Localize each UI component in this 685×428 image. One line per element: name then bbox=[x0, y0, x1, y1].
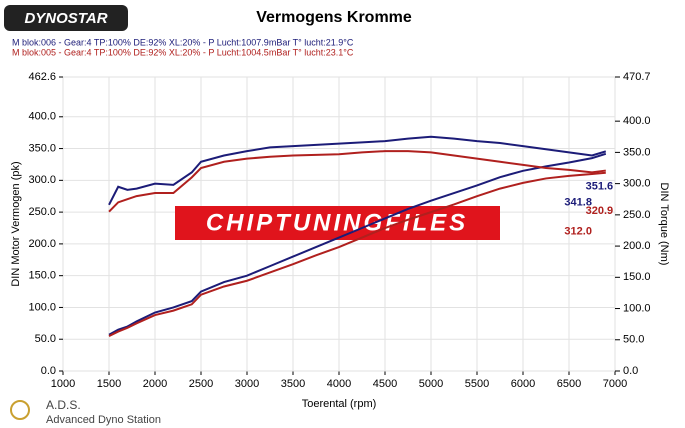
x-tick-label: 2500 bbox=[189, 378, 213, 390]
y-tick-label: 100.0 bbox=[28, 301, 56, 313]
footer-subtitle: Advanced Dyno Station bbox=[46, 414, 161, 426]
x-tick-label: 3000 bbox=[235, 378, 259, 390]
y-tick-label: 0.0 bbox=[41, 365, 56, 377]
logo-box bbox=[4, 5, 128, 31]
y2-tick-label: 350.0 bbox=[623, 146, 651, 158]
y2-axis-label: DIN Torque (Nm) bbox=[658, 183, 670, 266]
watermark-box bbox=[175, 206, 500, 240]
y2-tick-label: 400.0 bbox=[623, 115, 651, 127]
y2-tick-label: 50.0 bbox=[623, 334, 644, 346]
y-axis-label: DIN Motor Vermogen (pk) bbox=[10, 161, 22, 286]
y2-tick-label: 200.0 bbox=[623, 240, 651, 252]
y-tick-label: 350.0 bbox=[28, 142, 56, 154]
logo: DYNOSTAR bbox=[24, 10, 107, 27]
y2-tick-label: 0.0 bbox=[623, 365, 638, 377]
watermark: CHIPTUNINGFILES bbox=[206, 209, 468, 236]
x-tick-label: 4000 bbox=[327, 378, 351, 390]
x-tick-label: 7000 bbox=[603, 378, 627, 390]
series-line bbox=[108, 171, 606, 337]
x-tick-label: 6000 bbox=[511, 378, 535, 390]
x-tick-label: 6500 bbox=[557, 378, 581, 390]
series-line bbox=[108, 150, 606, 213]
y-tick-label: 400.0 bbox=[28, 111, 56, 123]
x-tick-label: 3500 bbox=[281, 378, 305, 390]
annotation: 351.6 bbox=[586, 181, 614, 193]
y2-tick-label: 470.7 bbox=[623, 71, 651, 83]
y-tick-label: 150.0 bbox=[28, 270, 56, 282]
series-line bbox=[108, 135, 607, 206]
footer-title: A.D.S. bbox=[46, 398, 81, 412]
y2-tick-label: 150.0 bbox=[623, 271, 651, 283]
legend-entry: M blok:005 - Gear:4 TP:100% DE:92% XL:20… bbox=[12, 47, 354, 57]
y-tick-label: 250.0 bbox=[28, 206, 56, 218]
y-tick-label: 462.6 bbox=[28, 71, 56, 83]
x-tick-label: 2000 bbox=[143, 378, 167, 390]
x-axis-label: Toerental (rpm) bbox=[302, 398, 377, 410]
x-tick-label: 4500 bbox=[373, 378, 397, 390]
annotation: 312.0 bbox=[564, 226, 592, 238]
x-tick-label: 5500 bbox=[465, 378, 489, 390]
legend-entry: M blok:006 - Gear:4 TP:100% DE:92% XL:20… bbox=[12, 37, 354, 47]
footer-logo bbox=[10, 400, 30, 420]
y2-tick-label: 300.0 bbox=[623, 178, 651, 190]
annotation: 341.8 bbox=[564, 196, 592, 208]
series-line bbox=[108, 152, 607, 336]
annotation: 320.9 bbox=[586, 205, 614, 217]
y-tick-label: 50.0 bbox=[35, 333, 56, 345]
y-tick-label: 300.0 bbox=[28, 174, 56, 186]
x-tick-label: 1000 bbox=[51, 378, 75, 390]
chart-title: Vermogens Kromme bbox=[256, 9, 412, 26]
x-tick-label: 1500 bbox=[97, 378, 121, 390]
x-tick-label: 5000 bbox=[419, 378, 443, 390]
y2-tick-label: 250.0 bbox=[623, 209, 651, 221]
y-tick-label: 200.0 bbox=[28, 238, 56, 250]
y2-tick-label: 100.0 bbox=[623, 302, 651, 314]
